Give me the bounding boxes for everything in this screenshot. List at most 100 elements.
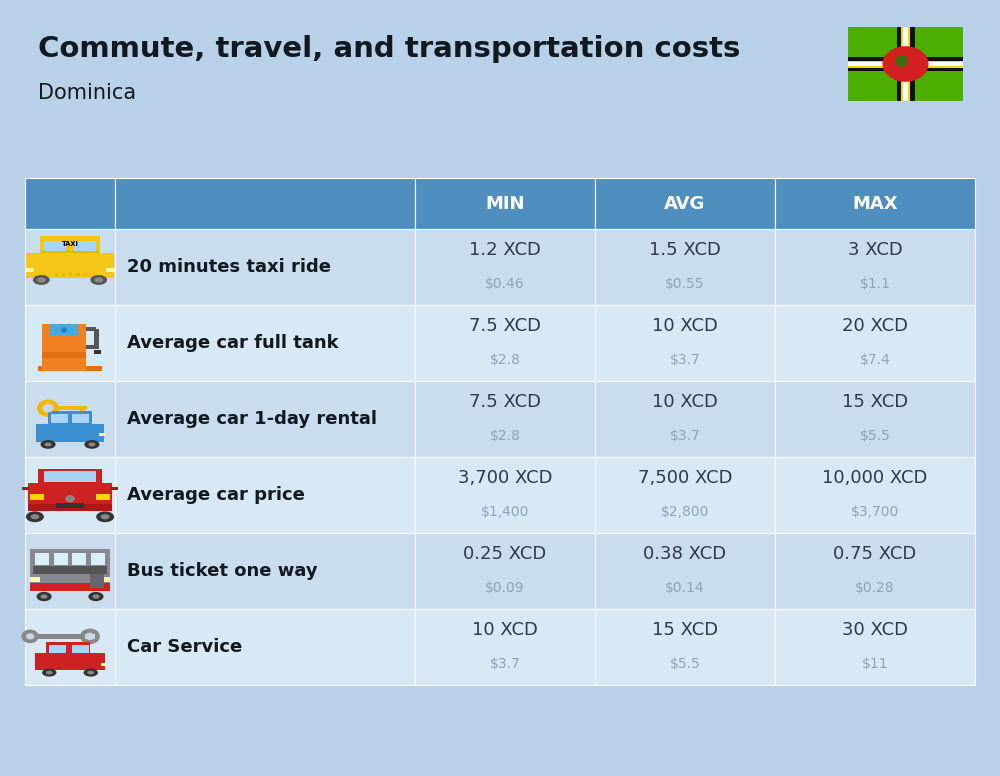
Circle shape xyxy=(37,400,59,417)
Bar xyxy=(775,609,975,685)
Ellipse shape xyxy=(101,514,110,519)
Text: 15 XCD: 15 XCD xyxy=(652,621,718,639)
Bar xyxy=(76,273,80,275)
Bar xyxy=(115,229,415,305)
Bar xyxy=(25,457,115,533)
Bar xyxy=(59,407,87,410)
Bar xyxy=(69,273,72,275)
Bar xyxy=(35,553,49,565)
Bar xyxy=(26,253,114,278)
Text: MIN: MIN xyxy=(485,195,525,213)
Bar xyxy=(30,577,40,582)
Text: 7.5 XCD: 7.5 XCD xyxy=(469,317,541,335)
Text: 20 XCD: 20 XCD xyxy=(842,317,908,335)
Bar xyxy=(36,424,104,442)
Bar xyxy=(415,381,595,457)
Bar xyxy=(80,410,84,414)
Bar xyxy=(25,268,34,272)
Bar xyxy=(72,414,89,423)
Text: $2.8: $2.8 xyxy=(490,429,520,443)
Bar xyxy=(85,411,89,414)
Text: $1,400: $1,400 xyxy=(481,505,529,519)
Text: 30 XCD: 30 XCD xyxy=(842,621,908,639)
Bar xyxy=(85,634,95,639)
Bar xyxy=(106,268,115,272)
Bar xyxy=(415,609,595,685)
Bar xyxy=(74,241,96,251)
Bar xyxy=(901,27,910,101)
Text: 0.38 XCD: 0.38 XCD xyxy=(643,545,727,563)
Ellipse shape xyxy=(44,442,52,446)
Bar xyxy=(25,305,115,381)
Bar xyxy=(415,305,595,381)
Text: $3.7: $3.7 xyxy=(490,657,520,671)
Ellipse shape xyxy=(87,670,94,674)
Text: $0.55: $0.55 xyxy=(665,277,705,291)
Circle shape xyxy=(21,629,39,643)
Bar xyxy=(22,487,29,490)
Text: Average car 1-day rental: Average car 1-day rental xyxy=(127,410,377,428)
Text: TAXI: TAXI xyxy=(62,241,78,248)
Text: $1.1: $1.1 xyxy=(860,277,891,291)
Bar xyxy=(595,178,775,229)
Bar xyxy=(25,381,115,457)
Bar xyxy=(42,324,86,371)
Bar xyxy=(25,229,115,305)
Text: Commute, travel, and transportation costs: Commute, travel, and transportation cost… xyxy=(38,35,740,63)
Ellipse shape xyxy=(84,669,98,677)
Ellipse shape xyxy=(90,275,107,285)
Text: Average car price: Average car price xyxy=(127,486,305,504)
Bar xyxy=(415,229,595,305)
Bar xyxy=(42,352,86,359)
Bar xyxy=(775,533,975,609)
Bar xyxy=(30,549,110,591)
Ellipse shape xyxy=(61,327,67,333)
Circle shape xyxy=(42,404,54,413)
Ellipse shape xyxy=(896,55,908,68)
Bar xyxy=(30,583,110,591)
Bar xyxy=(99,433,105,436)
Text: Bus ticket one way: Bus ticket one way xyxy=(127,562,318,580)
Bar xyxy=(775,305,975,381)
Bar xyxy=(415,178,595,229)
Ellipse shape xyxy=(40,440,56,449)
Bar xyxy=(101,663,106,666)
Text: $0.28: $0.28 xyxy=(855,581,895,595)
Ellipse shape xyxy=(26,511,44,522)
Bar xyxy=(111,487,118,490)
Text: 20 minutes taxi ride: 20 minutes taxi ride xyxy=(127,258,331,276)
Text: $7.4: $7.4 xyxy=(860,353,890,367)
Bar xyxy=(100,577,110,582)
Bar xyxy=(115,305,415,381)
Bar xyxy=(84,273,87,275)
Text: 15 XCD: 15 XCD xyxy=(842,393,908,411)
Bar xyxy=(848,27,963,101)
Text: 0.75 XCD: 0.75 XCD xyxy=(833,545,917,563)
Text: $0.09: $0.09 xyxy=(485,581,525,595)
Bar xyxy=(595,609,775,685)
Bar xyxy=(68,241,72,251)
Bar xyxy=(38,469,102,483)
Text: 3,700 XCD: 3,700 XCD xyxy=(458,469,552,487)
Ellipse shape xyxy=(94,277,103,282)
Ellipse shape xyxy=(88,592,104,601)
Bar xyxy=(54,553,68,565)
Bar xyxy=(44,471,96,482)
Bar xyxy=(51,414,68,423)
Ellipse shape xyxy=(46,670,53,674)
Bar xyxy=(775,229,975,305)
Bar xyxy=(86,345,94,349)
Text: 7.5 XCD: 7.5 XCD xyxy=(469,393,541,411)
Text: 0.25 XCD: 0.25 XCD xyxy=(463,545,547,563)
Ellipse shape xyxy=(37,277,46,282)
Text: 1.2 XCD: 1.2 XCD xyxy=(469,241,541,259)
Bar xyxy=(55,273,58,275)
Bar xyxy=(35,653,105,670)
Bar xyxy=(48,411,92,424)
Bar xyxy=(595,381,775,457)
Text: $2.8: $2.8 xyxy=(490,353,520,367)
Circle shape xyxy=(85,632,95,640)
Ellipse shape xyxy=(36,592,52,601)
Circle shape xyxy=(883,47,928,81)
Ellipse shape xyxy=(88,442,96,446)
